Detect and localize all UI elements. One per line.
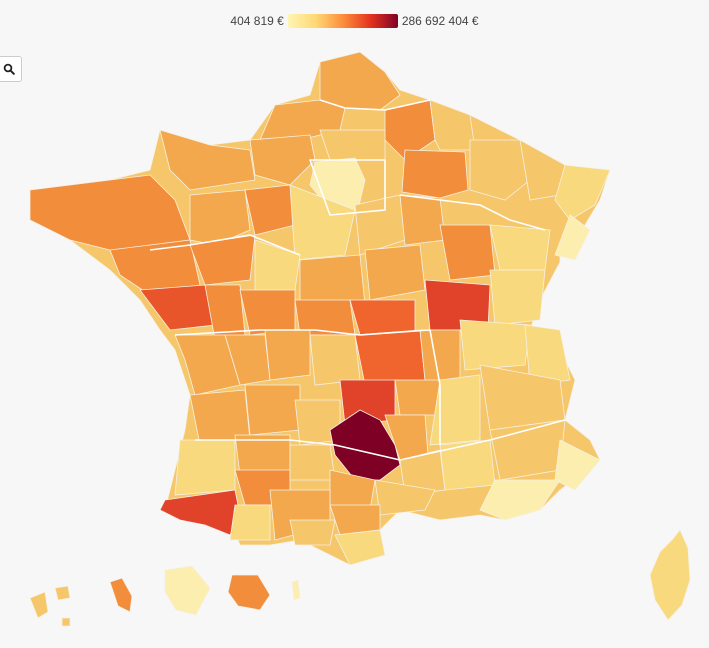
department-meuse[interactable] [469, 139, 531, 201]
department-haute-loire[interactable] [394, 379, 441, 416]
department-hautes-pyrenees[interactable] [229, 504, 271, 541]
region-boundary-west [149, 234, 301, 256]
department-tarn-et-garonne[interactable] [289, 444, 336, 481]
department-haute-saone[interactable] [489, 224, 551, 271]
department-pyrenees-orientales[interactable] [334, 529, 386, 566]
department-loire[interactable] [419, 329, 461, 386]
search-button[interactable] [0, 56, 22, 82]
region-boundary-paris [309, 159, 386, 216]
department-dordogne[interactable] [244, 384, 301, 436]
department-oise[interactable] [319, 129, 386, 161]
region-boundary-south [195, 419, 566, 461]
department-guadeloupe[interactable] [29, 585, 71, 619]
department-correze[interactable] [309, 334, 361, 386]
color-legend: 404 819 € 286 692 404 € [0, 14, 709, 28]
department-alpes-haute-provence[interactable] [489, 419, 566, 481]
department-eure[interactable] [249, 134, 316, 186]
region-boundary-southwest [174, 329, 431, 336]
department-vienne[interactable] [239, 289, 296, 336]
department-landes[interactable] [174, 439, 236, 496]
region-boundary-north [319, 99, 431, 111]
region-boundary-center-east [399, 194, 546, 231]
department-nord[interactable] [319, 51, 401, 111]
department-alsace[interactable] [554, 164, 611, 221]
department-ardeche-drome[interactable] [429, 374, 481, 446]
search-icon [3, 63, 15, 75]
department-lot-et-garonne[interactable] [234, 434, 291, 476]
department-calvados[interactable] [159, 129, 256, 191]
legend-min-label: 404 819 € [230, 14, 284, 28]
department-marne[interactable] [401, 149, 469, 199]
department-haute-vienne[interactable] [264, 329, 311, 381]
department-doubs[interactable] [554, 214, 591, 261]
department-loir-et-cher[interactable] [289, 184, 356, 261]
department-rhone-ain[interactable] [459, 319, 531, 371]
department-cote-dor[interactable] [439, 224, 496, 281]
department-guyane[interactable] [164, 565, 211, 616]
small-island-marker [61, 617, 71, 627]
department-ariege[interactable] [289, 519, 336, 546]
department-var-bouches[interactable] [479, 479, 561, 521]
department-martinique[interactable] [109, 577, 133, 613]
department-corse[interactable] [649, 529, 691, 621]
department-alpes-maritimes[interactable] [554, 439, 601, 491]
department-charente-maritime[interactable] [174, 334, 241, 396]
department-puy-de-dome[interactable] [354, 329, 426, 386]
department-la-reunion[interactable] [227, 574, 271, 611]
region-boundary-rhone [429, 329, 441, 445]
department-yonne[interactable] [399, 194, 446, 246]
legend-color-bar [287, 14, 398, 28]
department-pyrenees-atlantiques[interactable] [159, 489, 241, 536]
department-aveyron[interactable] [329, 409, 401, 481]
department-herault[interactable] [374, 479, 436, 516]
department-nievre[interactable] [364, 244, 426, 301]
department-allier[interactable] [349, 299, 416, 336]
department-vaucluse[interactable] [439, 439, 496, 491]
department-ardennes[interactable] [429, 99, 476, 151]
department-haute-savoie[interactable] [524, 324, 571, 386]
department-mayotte[interactable] [291, 579, 301, 601]
legend-max-label: 286 692 404 € [401, 14, 479, 28]
department-jura[interactable] [489, 269, 546, 326]
